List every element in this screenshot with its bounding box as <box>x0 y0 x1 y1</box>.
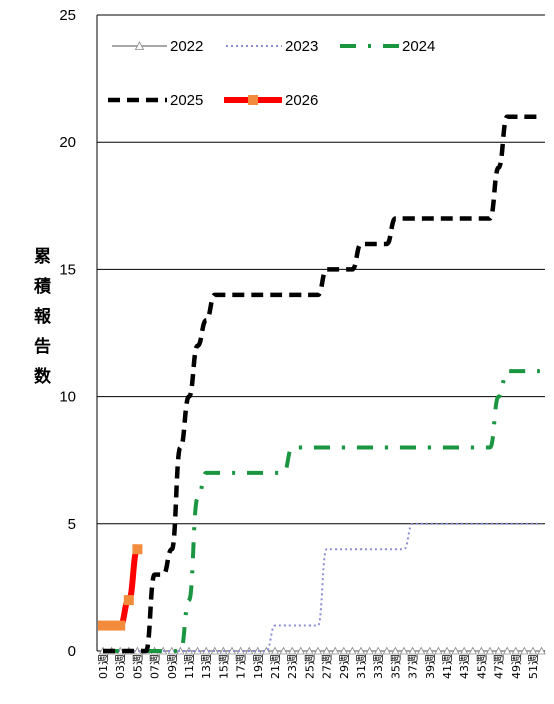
legend-item-2025: 2025 <box>108 92 203 109</box>
series-line-2023 <box>102 522 542 653</box>
x-tick-label: 29週 <box>338 654 351 679</box>
data-point-2022 <box>477 646 486 655</box>
series-2026 <box>98 544 143 631</box>
data-point-2026 <box>123 595 134 606</box>
x-tick-label: 35週 <box>389 654 402 679</box>
data-point-2022 <box>374 646 383 655</box>
x-tick-label: 41週 <box>441 654 454 679</box>
legend-label: 2023 <box>285 38 318 55</box>
data-point-2022 <box>528 646 538 655</box>
y-tick-label: 0 <box>68 643 76 660</box>
x-tick-label: 09週 <box>166 654 179 679</box>
series-line-2026 <box>103 546 141 629</box>
legend: 2022 2023 2024 2025 2026 <box>108 38 435 109</box>
x-tick-label: 01週 <box>97 654 110 679</box>
x-tick-label: 23週 <box>286 654 299 679</box>
data-point-2022 <box>434 646 443 655</box>
data-point-2022 <box>485 646 495 655</box>
x-tick-label: 17週 <box>235 654 248 679</box>
x-tick-label: 27週 <box>321 654 334 679</box>
x-tick-label: 51週 <box>527 654 540 679</box>
x-tick-label: 33週 <box>372 654 385 679</box>
y-tick-label: 5 <box>68 516 76 533</box>
x-tick-label: 13週 <box>200 654 213 679</box>
series-line-2024 <box>102 369 542 654</box>
legend-label: 2022 <box>170 38 203 55</box>
data-point-2022 <box>296 646 305 655</box>
x-tick-label: 11週 <box>183 654 196 679</box>
x-tick-label: 47週 <box>493 654 506 679</box>
data-point-2022 <box>365 646 374 655</box>
y-axis-label: 累積報告数 <box>34 247 52 387</box>
legend-label: 2026 <box>285 92 318 109</box>
data-point-2022 <box>520 646 529 655</box>
data-point-2022 <box>468 646 477 655</box>
y-tick-label: 15 <box>59 261 76 278</box>
x-tick-label: 21週 <box>269 654 282 679</box>
series-line-2025 <box>102 114 542 654</box>
data-point-2022 <box>391 646 400 655</box>
y-tick-label: 25 <box>59 7 76 24</box>
series-layer <box>98 114 546 655</box>
data-point-2022 <box>399 646 409 655</box>
x-tick-label: 39週 <box>424 654 437 679</box>
x-tick-label: 25週 <box>303 654 316 679</box>
data-point-2026 <box>106 620 117 631</box>
x-tick-label: 03週 <box>114 654 127 679</box>
data-point-2022 <box>279 646 288 655</box>
data-point-2022 <box>313 646 323 655</box>
data-point-2022 <box>451 646 460 655</box>
data-point-2022 <box>425 646 434 655</box>
data-point-2022 <box>270 646 280 655</box>
data-point-2022 <box>460 646 469 655</box>
legend-marker <box>248 95 258 105</box>
data-point-2022 <box>408 646 417 655</box>
y-tick-label: 20 <box>59 134 76 151</box>
x-tick-label: 31週 <box>355 654 368 679</box>
x-tick-label: 43週 <box>458 654 471 679</box>
data-point-2022 <box>494 646 503 655</box>
x-tick-label: 07週 <box>149 654 162 679</box>
data-point-2022 <box>322 646 331 655</box>
legend-item-2022: 2022 <box>112 38 203 55</box>
data-point-2026 <box>132 544 143 555</box>
x-tick-label: 45週 <box>475 654 488 679</box>
data-point-2022 <box>442 646 452 655</box>
legend-label: 2024 <box>402 38 435 55</box>
y-axis-ticks: 0 5 10 15 20 25 <box>59 7 76 660</box>
series-2025 <box>102 114 542 654</box>
legend-item-2026: 2026 <box>224 92 318 109</box>
data-point-2022 <box>348 646 357 655</box>
x-tick-label: 05週 <box>131 654 144 679</box>
data-point-2022 <box>339 646 348 655</box>
legend-label: 2025 <box>170 92 203 109</box>
gridlines <box>96 14 545 652</box>
data-point-2022 <box>503 646 512 655</box>
data-point-2022 <box>511 646 520 655</box>
data-point-2026 <box>98 620 108 631</box>
y-tick-label: 10 <box>59 389 76 406</box>
x-tick-label: 19週 <box>252 654 265 679</box>
x-tick-label: 15週 <box>217 654 230 679</box>
data-point-2022 <box>417 646 426 655</box>
data-point-2022 <box>331 646 340 655</box>
data-point-2022 <box>288 646 297 655</box>
x-tick-label: 49週 <box>510 654 523 679</box>
series-2023 <box>102 522 542 653</box>
legend-item-2023: 2023 <box>226 38 318 55</box>
legend-item-2024: 2024 <box>340 38 435 55</box>
series-2022 <box>98 646 546 655</box>
data-point-2022 <box>305 646 314 655</box>
series-2024 <box>102 369 542 654</box>
x-axis-ticks: 01週 03週 05週 07週 09週 11週 13週 15週 17週 19週 21週 23週 25週 2… <box>97 654 540 679</box>
data-point-2022 <box>537 646 546 655</box>
x-tick-label: 37週 <box>407 654 420 679</box>
legend-marker <box>134 41 145 50</box>
data-point-2022 <box>356 646 366 655</box>
data-point-2022 <box>382 646 391 655</box>
data-point-2026 <box>115 620 126 631</box>
